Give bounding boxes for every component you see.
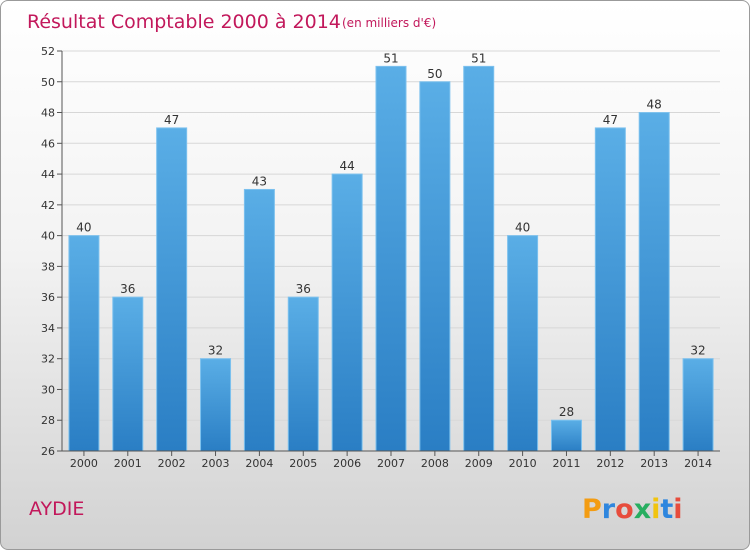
y-tick-label: 32 (41, 353, 55, 366)
data-label-2008: 50 (427, 67, 442, 81)
y-tick-label: 34 (41, 322, 55, 335)
y-tick-label: 30 (41, 383, 55, 396)
x-axis-ticks: 2000 2001 2002 2003 2004 2005 2006 2007 2008 2009… (70, 451, 712, 470)
proxiti-logo: Proxiti (582, 494, 683, 525)
x-tick-label-2001: 2001 (114, 457, 142, 470)
y-tick-label: 28 (41, 414, 55, 427)
chart-title-group: Résultat Comptable 2000 à 2014 (en milli… (27, 11, 436, 33)
bar-2009 (463, 65, 495, 452)
y-tick-label: 44 (41, 168, 55, 181)
data-label-2007: 51 (383, 51, 398, 65)
x-tick-label-2005: 2005 (289, 457, 317, 470)
data-label-2006: 44 (339, 159, 354, 173)
bar-2001 (112, 296, 144, 452)
data-label-2012: 47 (603, 113, 618, 127)
data-label-2010: 40 (515, 221, 530, 235)
data-label-2011: 28 (559, 405, 574, 419)
y-tick-label: 26 (41, 445, 55, 458)
y-tick-label: 40 (41, 230, 55, 243)
bar-2004 (243, 188, 275, 452)
x-tick-label-2000: 2000 (70, 457, 98, 470)
x-tick-label-2008: 2008 (421, 457, 449, 470)
data-label-2000: 40 (76, 221, 91, 235)
y-tick-label: 52 (41, 45, 55, 58)
y-axis-ticks: 26 28 30 32 34 36 38 40 42 44 46 48 50 52 (41, 45, 62, 458)
y-tick-label: 36 (41, 291, 55, 304)
data-label-2014: 32 (690, 344, 705, 358)
data-label-2004: 43 (252, 174, 267, 188)
x-tick-label-2010: 2010 (509, 457, 537, 470)
logo-letter: i (673, 494, 682, 525)
x-tick-label-2003: 2003 (202, 457, 230, 470)
bar-2002 (156, 127, 188, 452)
y-tick-label: 42 (41, 199, 55, 212)
x-tick-label-2004: 2004 (245, 457, 273, 470)
data-label-2009: 51 (471, 51, 486, 65)
x-tick-label-2011: 2011 (552, 457, 580, 470)
y-tick-label: 50 (41, 76, 55, 89)
data-label-2002: 47 (164, 113, 179, 127)
bar-2013 (638, 112, 670, 452)
bar-2008 (419, 81, 451, 452)
bar-2014 (682, 358, 714, 452)
bar-2010 (507, 235, 539, 452)
chart-title: Résultat Comptable 2000 à 2014 (27, 11, 341, 33)
x-tick-label-2013: 2013 (640, 457, 668, 470)
bar-2003 (200, 358, 232, 452)
logo-letter: x (634, 494, 651, 525)
logo-letter: P (582, 494, 602, 525)
logo-letter: o (615, 494, 634, 525)
x-tick-label-2006: 2006 (333, 457, 361, 470)
y-tick-label: 48 (41, 107, 55, 120)
y-tick-label: 46 (41, 137, 55, 150)
x-tick-label-2009: 2009 (465, 457, 493, 470)
x-tick-label-2014: 2014 (684, 457, 712, 470)
y-tick-label: 38 (41, 260, 55, 273)
bar-2006 (331, 173, 363, 452)
commune-name: AYDIE (29, 498, 84, 520)
logo-letter: i (651, 494, 660, 525)
chart-subtitle: (en milliers d'€) (342, 16, 436, 30)
x-tick-label-2002: 2002 (158, 457, 186, 470)
bars (68, 65, 714, 452)
x-tick-label-2007: 2007 (377, 457, 405, 470)
data-label-2013: 48 (647, 98, 662, 112)
logo-letter: r (602, 494, 616, 525)
logo-letter: t (660, 494, 673, 525)
bar-2000 (68, 235, 100, 452)
bar-2007 (375, 65, 407, 452)
x-tick-label-2012: 2012 (596, 457, 624, 470)
data-label-2001: 36 (120, 282, 135, 296)
bar-2005 (287, 296, 319, 452)
bar-2012 (594, 127, 626, 452)
data-label-2005: 36 (296, 282, 311, 296)
data-labels: 40 36 47 32 43 36 44 51 50 51 40 28 47 48 32 (76, 51, 705, 419)
data-label-2003: 32 (208, 344, 223, 358)
bar-2011 (550, 419, 582, 452)
